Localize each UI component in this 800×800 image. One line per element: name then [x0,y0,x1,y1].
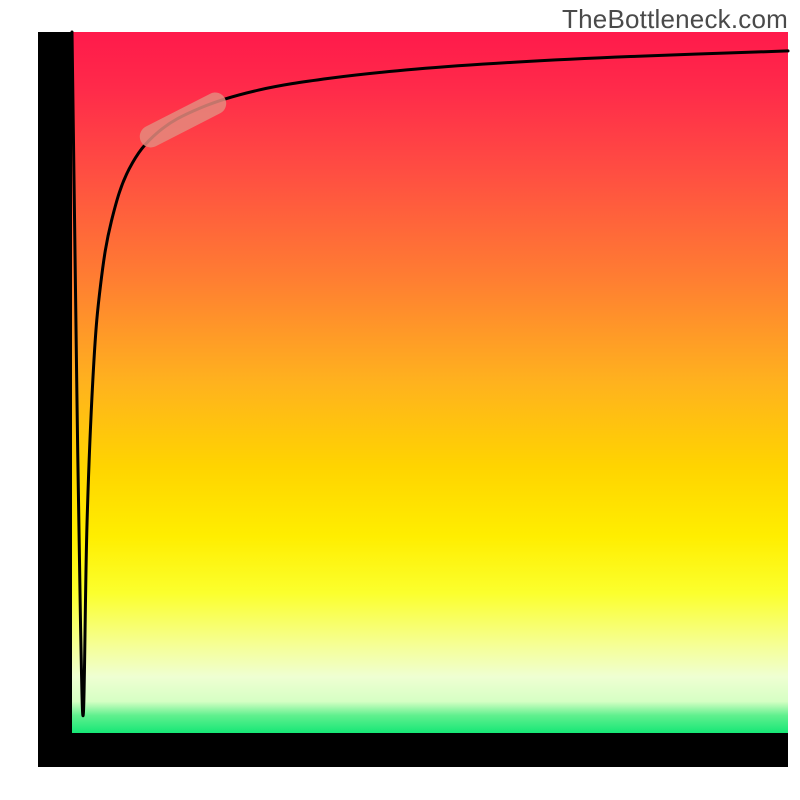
plot-background [72,32,788,733]
chart-svg [0,0,800,800]
y-axis [38,32,72,767]
x-axis [38,733,788,767]
watermark-text: TheBottleneck.com [562,4,788,35]
figure-root: TheBottleneck.com [0,0,800,800]
